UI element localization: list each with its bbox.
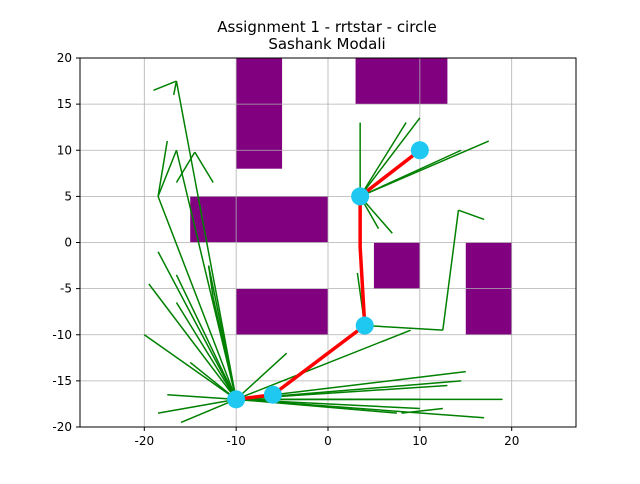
chart-subtitle: Sashank Modali [268, 35, 385, 53]
path-node [410, 141, 429, 160]
tree-edge [359, 122, 407, 197]
path-node [263, 385, 282, 404]
tree-edge [212, 297, 237, 400]
tree-edge [458, 209, 485, 221]
tree-edge [153, 80, 177, 91]
x-tick-label: 0 [324, 434, 332, 448]
y-tick-label: 0 [64, 236, 72, 250]
tree-edge [207, 265, 214, 298]
tree-edge [175, 151, 196, 183]
obstacle-rect [373, 242, 420, 289]
tree-edge [143, 334, 237, 400]
tree-edge [175, 80, 237, 400]
y-tick-label: -15 [52, 374, 72, 388]
tree-edge [359, 117, 421, 197]
tree-layer [143, 80, 503, 424]
tree-edge [180, 398, 237, 424]
obstacle-rect [190, 196, 328, 243]
tree-edge [194, 151, 214, 183]
chart-title: Assignment 1 - rrtstar - circle [217, 18, 436, 36]
tree-edge [157, 251, 237, 400]
tree-edge [175, 302, 237, 400]
tree-edge [157, 196, 237, 400]
x-tick-label: -10 [226, 434, 246, 448]
path-node [227, 390, 246, 409]
tree-edge [401, 407, 443, 414]
tree-edge [157, 149, 178, 197]
tree-edge [359, 149, 462, 198]
obstacle-rect [355, 58, 448, 105]
path-node [355, 316, 374, 335]
obstacle-rect [236, 288, 328, 335]
x-tick-label: 10 [412, 434, 427, 448]
y-tick-label: 10 [57, 143, 72, 157]
y-tick-label: 5 [64, 189, 72, 203]
x-tick-label: 20 [504, 434, 519, 448]
obstacle-rect [236, 58, 283, 169]
y-tick-label: -5 [60, 282, 72, 296]
y-tick-label: 20 [57, 51, 72, 65]
tree-edge [148, 283, 237, 400]
tree-edge [175, 274, 237, 400]
node-layer [227, 141, 429, 409]
tree-edge [157, 140, 168, 197]
tree-edge [236, 398, 397, 414]
tree-edge [235, 329, 411, 401]
y-tick-label: 15 [57, 97, 72, 111]
y-tick-label: -20 [52, 420, 72, 434]
x-tick-label: -20 [134, 434, 154, 448]
tree-edge [442, 210, 460, 331]
tick-layer: -20 -10 0 10 20 -20 -15 -10 -5 0 5 10 15 20 [52, 51, 519, 448]
tree-edge [364, 324, 443, 331]
tree-edge [157, 398, 237, 414]
y-tick-label: -10 [52, 328, 72, 342]
grid-layer [80, 57, 576, 428]
tree-edge [167, 393, 237, 401]
tree-edge [172, 80, 178, 96]
tree-edge [235, 352, 288, 400]
tree-edge [189, 361, 237, 400]
path-node [351, 187, 370, 206]
